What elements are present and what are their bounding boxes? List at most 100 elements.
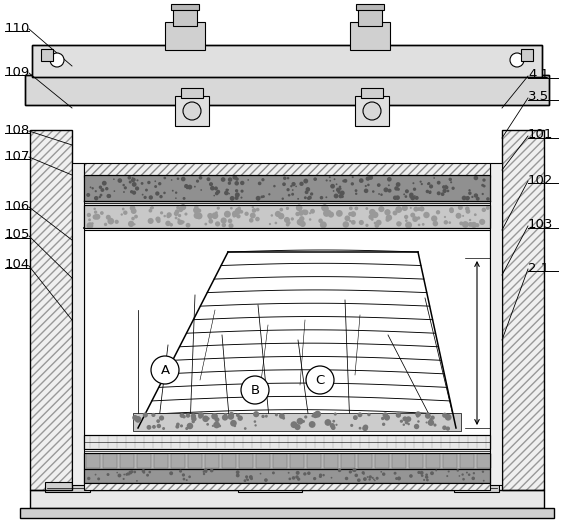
Circle shape [437,181,441,185]
Bar [41,49,53,61]
Circle shape [185,479,188,481]
Circle shape [172,190,174,192]
Circle shape [282,182,286,186]
Circle shape [272,471,275,475]
Circle shape [333,194,339,198]
Circle shape [395,206,402,213]
Circle shape [254,420,256,423]
Circle shape [486,206,490,210]
Circle shape [262,195,265,198]
Circle shape [386,218,390,222]
Bar [84,453,490,469]
Bar [137,454,151,468]
Circle shape [299,216,304,221]
Circle shape [123,473,125,476]
Circle shape [461,222,464,225]
Circle shape [468,222,473,227]
Circle shape [309,212,311,214]
Circle shape [300,221,306,227]
Circle shape [428,419,434,426]
Circle shape [164,215,166,217]
Bar [409,454,423,468]
Circle shape [396,221,402,227]
Circle shape [235,177,239,181]
Circle shape [241,197,242,198]
Circle shape [410,195,415,201]
Bar [84,205,490,228]
Circle shape [175,197,177,199]
Circle shape [387,189,391,193]
Bar [521,49,533,61]
Circle shape [352,176,354,178]
Circle shape [114,190,115,192]
Circle shape [452,187,455,190]
Circle shape [352,468,356,472]
Circle shape [355,206,358,210]
Circle shape [448,221,451,224]
Circle shape [180,204,186,210]
Circle shape [211,413,218,420]
Circle shape [142,469,145,473]
Circle shape [183,197,185,200]
Circle shape [128,473,130,476]
Text: 106: 106 [5,200,30,212]
Circle shape [123,211,127,215]
Circle shape [395,182,401,187]
Circle shape [198,414,203,419]
Circle shape [146,425,152,430]
Circle shape [450,181,452,184]
Circle shape [461,473,464,476]
Circle shape [428,182,430,185]
Circle shape [135,186,139,190]
Circle shape [169,471,173,475]
Circle shape [323,210,330,217]
Bar [84,435,490,449]
Circle shape [320,221,327,228]
Circle shape [212,212,218,219]
Circle shape [471,222,474,226]
Circle shape [466,209,470,214]
Circle shape [252,208,257,213]
Bar [355,96,389,126]
Circle shape [400,222,402,225]
Circle shape [261,415,265,418]
Bar [460,454,474,468]
Circle shape [235,193,240,197]
Circle shape [192,420,195,423]
Circle shape [350,211,356,217]
Circle shape [100,194,102,196]
Circle shape [320,196,323,200]
Circle shape [339,194,343,198]
Circle shape [149,471,151,473]
Circle shape [121,213,123,215]
Circle shape [304,415,307,419]
Circle shape [473,472,475,475]
Circle shape [268,193,270,195]
Circle shape [202,415,209,422]
Circle shape [249,218,254,222]
Circle shape [373,478,375,480]
Circle shape [157,423,161,428]
Circle shape [441,192,444,196]
Circle shape [132,415,138,420]
Circle shape [445,185,447,186]
Circle shape [443,189,447,193]
Circle shape [250,213,256,219]
Circle shape [449,178,452,181]
Circle shape [215,417,219,422]
Circle shape [297,219,304,226]
Circle shape [207,177,211,181]
Circle shape [184,186,187,188]
Circle shape [184,212,188,215]
Circle shape [193,207,199,213]
Bar [25,75,549,105]
Circle shape [475,223,479,227]
Circle shape [338,469,342,472]
Circle shape [416,414,419,418]
Circle shape [331,425,336,430]
Circle shape [154,185,157,188]
Circle shape [215,192,219,195]
Circle shape [445,414,452,421]
Circle shape [417,471,420,474]
Circle shape [282,417,285,420]
